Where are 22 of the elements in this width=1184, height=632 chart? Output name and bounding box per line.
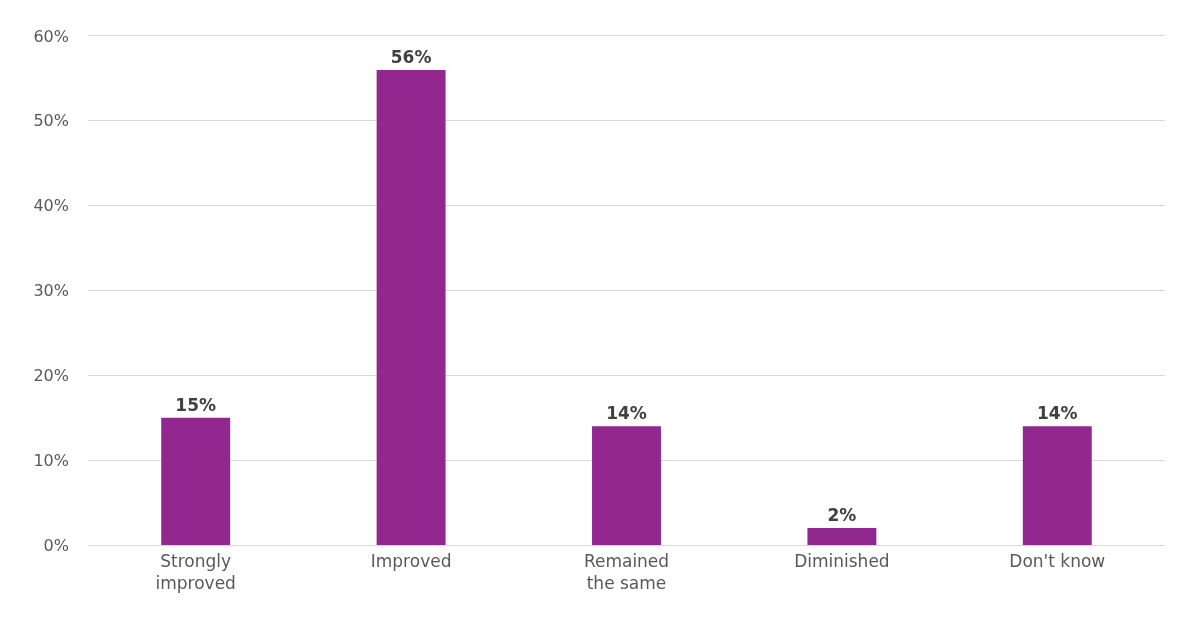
x-tick-label: Strongly improved [155, 550, 236, 593]
y-tick-label: 20% [33, 365, 69, 385]
x-tick-label: Remained the same [583, 550, 670, 593]
data-label: 14% [606, 403, 647, 424]
bar [807, 528, 877, 545]
y-tick-label: 40% [33, 196, 69, 216]
y-tick-label: 50% [33, 111, 69, 131]
x-tick-label: Diminished [794, 550, 890, 571]
data-label: 56% [390, 46, 432, 67]
data-label: 15% [175, 394, 217, 415]
y-tick-label: 0% [43, 535, 69, 555]
bar [161, 417, 231, 545]
x-tick-label: Don't know [1009, 550, 1106, 571]
y-tick-label: 60% [33, 26, 69, 46]
x-tick-label: Improved [370, 550, 452, 571]
y-tick-label: 30% [33, 281, 69, 301]
data-label: 2% [827, 505, 857, 526]
bar [1022, 426, 1092, 545]
data-label: 14% [1036, 403, 1078, 424]
bar [592, 426, 661, 545]
bar [376, 69, 446, 545]
y-tick-label: 10% [33, 450, 69, 470]
